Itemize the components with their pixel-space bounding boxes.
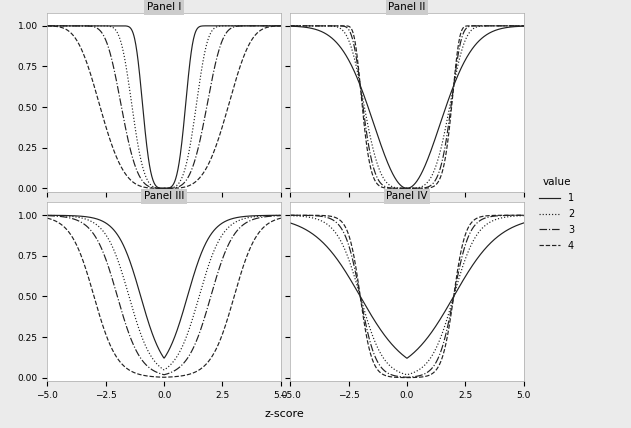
- Legend: 1, 2, 3, 4: 1, 2, 3, 4: [535, 173, 578, 255]
- Title: Panel I: Panel I: [147, 2, 181, 12]
- Title: Panel III: Panel III: [144, 191, 184, 202]
- Text: z-score: z-score: [264, 409, 304, 419]
- Title: Panel II: Panel II: [388, 2, 426, 12]
- Title: Panel IV: Panel IV: [386, 191, 428, 202]
